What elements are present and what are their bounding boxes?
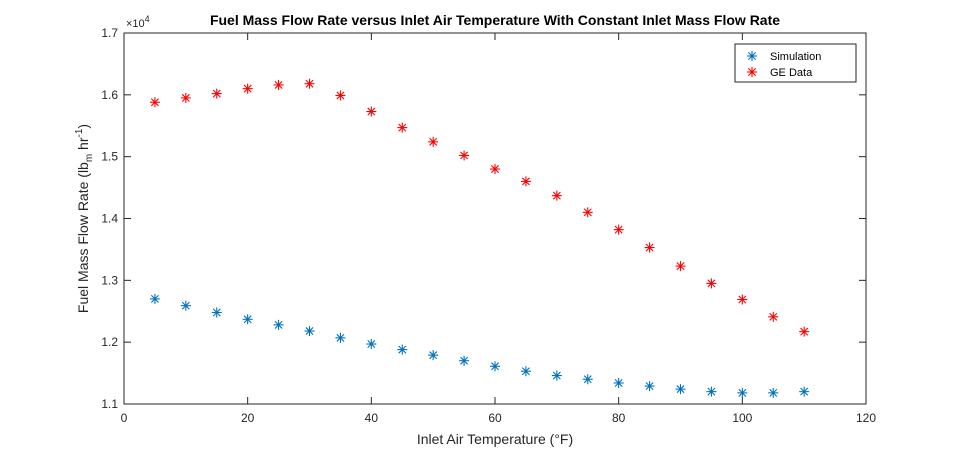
data-point xyxy=(551,190,562,201)
chart-title: Fuel Mass Flow Rate versus Inlet Air Tem… xyxy=(210,12,780,28)
x-tick-label: 100 xyxy=(732,411,752,425)
data-point xyxy=(799,326,810,337)
data-point xyxy=(211,88,222,99)
data-point xyxy=(737,294,748,305)
plot-area xyxy=(124,33,866,404)
data-point xyxy=(459,355,470,366)
data-point xyxy=(613,377,624,388)
x-tick-label: 20 xyxy=(241,411,255,425)
axes xyxy=(123,32,867,405)
data-point xyxy=(490,361,500,372)
data-point xyxy=(335,90,346,101)
y-axis-label-superscript: -1 xyxy=(74,128,85,137)
data-point xyxy=(428,136,439,147)
data-point xyxy=(613,224,624,235)
data-point xyxy=(706,278,717,289)
data-point xyxy=(180,92,191,103)
legend: Simulation GE Data xyxy=(734,43,857,83)
data-point xyxy=(490,164,500,175)
data-point xyxy=(520,366,531,377)
data-point xyxy=(242,83,253,94)
data-point xyxy=(149,97,160,108)
data-point xyxy=(520,176,531,187)
x-tick-label: 120 xyxy=(856,411,876,425)
data-point xyxy=(644,381,655,392)
plot-background xyxy=(124,33,866,404)
legend-entry-label: GE Data xyxy=(770,67,813,79)
legend-entry-label: Simulation xyxy=(770,51,821,63)
data-point xyxy=(149,293,160,304)
series-simulation xyxy=(149,293,810,398)
y-multiplier-label: ×104 xyxy=(126,14,150,30)
data-point xyxy=(768,311,779,322)
y-axis-label-middle: hr xyxy=(75,137,91,154)
data-point xyxy=(675,384,686,395)
y-tick-label: 1.7 xyxy=(101,26,118,40)
data-point xyxy=(644,242,655,253)
data-point xyxy=(273,79,284,90)
data-point xyxy=(211,307,222,318)
y-axis-label-suffix: ) xyxy=(75,124,91,129)
data-point xyxy=(428,350,439,361)
chart-labels: 0 20 40 60 80 100 120 1.1 1.2 1.3 1.4 1.5 1.6 1.7 ×104… xyxy=(74,12,876,447)
data-point xyxy=(799,386,810,397)
data-point xyxy=(768,387,779,398)
data-point xyxy=(737,387,748,398)
y-multiplier-base: ×10 xyxy=(126,18,145,30)
data-point xyxy=(366,106,377,117)
y-axis-label: Fuel Mass Flow Rate (lbm hr-1) xyxy=(74,124,95,313)
data-points xyxy=(149,78,810,398)
data-point xyxy=(675,261,686,272)
data-point xyxy=(335,332,346,343)
y-tick-label: 1.2 xyxy=(101,335,118,349)
y-multiplier-exponent: 4 xyxy=(145,14,150,24)
y-tick-label: 1.5 xyxy=(101,150,118,164)
data-point xyxy=(582,374,593,385)
y-tick-label: 1.4 xyxy=(101,212,118,226)
data-point xyxy=(242,314,253,325)
x-axis-label: Inlet Air Temperature (°F) xyxy=(417,431,573,447)
x-tick-label: 60 xyxy=(488,411,502,425)
x-tick-label: 80 xyxy=(612,411,626,425)
y-axis-label-subscript: m xyxy=(84,154,95,162)
y-axis-label-prefix: Fuel Mass Flow Rate (lb xyxy=(75,162,91,313)
legend-marker xyxy=(747,67,757,77)
data-point xyxy=(551,370,562,381)
data-point xyxy=(582,207,593,218)
data-point xyxy=(397,344,408,355)
legend-marker xyxy=(747,51,757,61)
data-point xyxy=(304,326,315,337)
data-point xyxy=(706,386,717,397)
data-point xyxy=(304,78,315,89)
x-tick-label: 0 xyxy=(121,411,128,425)
x-tick-label: 40 xyxy=(365,411,379,425)
y-tick-label: 1.6 xyxy=(101,88,118,102)
y-tick-label: 1.1 xyxy=(101,397,118,411)
data-point xyxy=(397,122,408,133)
series-ge-data xyxy=(149,78,810,337)
data-point xyxy=(273,319,284,330)
data-point xyxy=(459,150,470,161)
y-tick-label: 1.3 xyxy=(101,273,118,287)
data-point xyxy=(180,300,191,311)
data-point xyxy=(366,339,377,350)
